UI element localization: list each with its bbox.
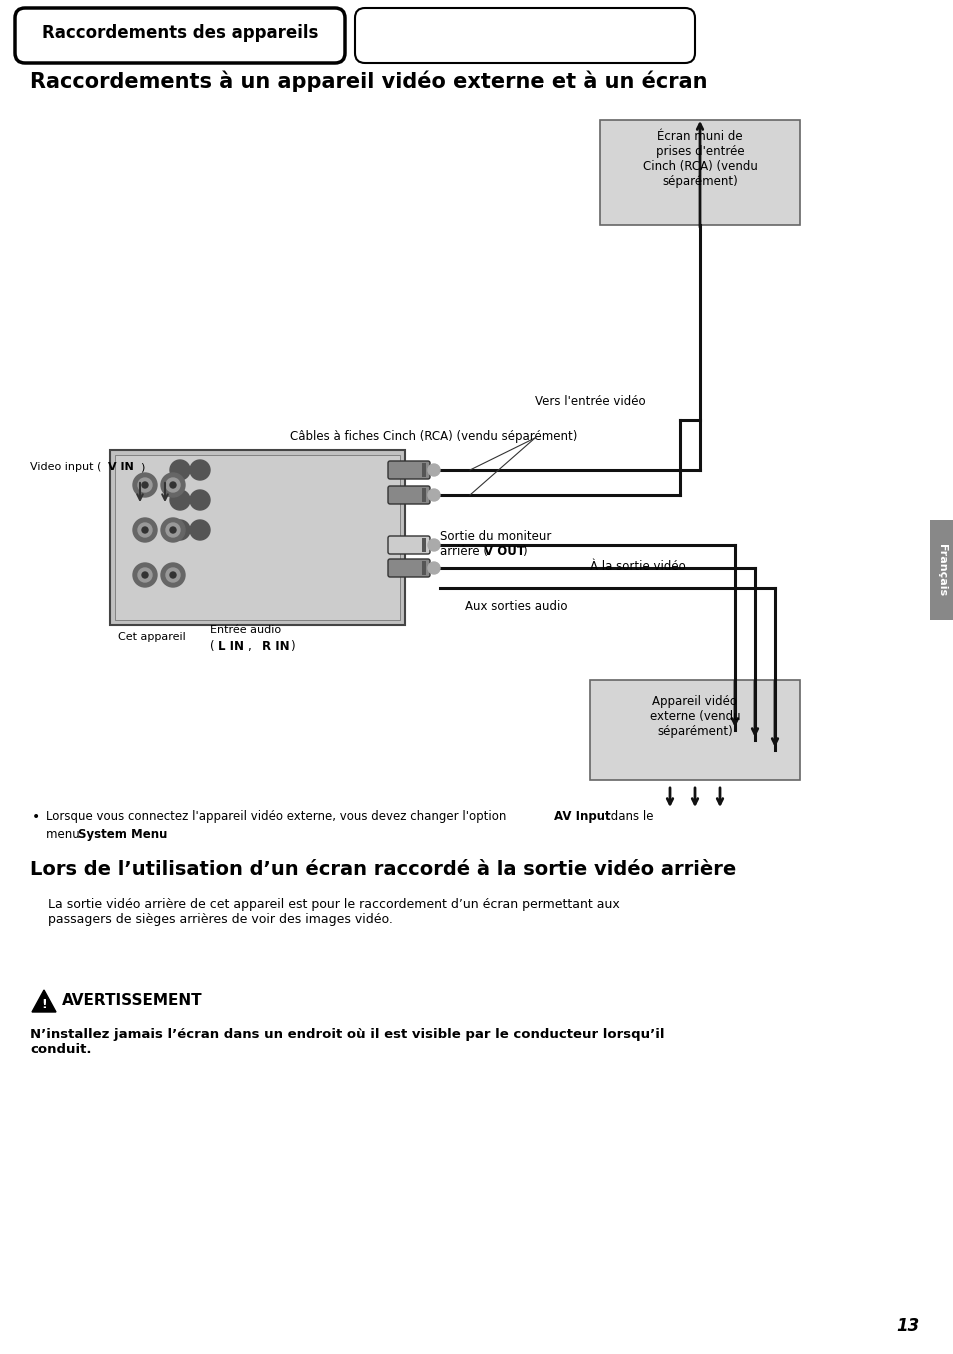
Text: AV Input: AV Input bbox=[554, 810, 610, 823]
Text: Français: Français bbox=[936, 544, 946, 596]
Text: La sortie vidéo arrière de cet appareil est pour le raccordement d’un écran perm: La sortie vidéo arrière de cet appareil … bbox=[48, 898, 619, 926]
Text: 13: 13 bbox=[896, 1317, 919, 1335]
Circle shape bbox=[132, 519, 157, 542]
Circle shape bbox=[428, 464, 439, 477]
Text: arrière (: arrière ( bbox=[439, 546, 488, 558]
Circle shape bbox=[132, 563, 157, 588]
FancyBboxPatch shape bbox=[15, 8, 345, 64]
Bar bbox=[929, 520, 953, 620]
Text: !: ! bbox=[41, 998, 47, 1010]
Text: Câbles à fiches Cinch (RCA) (vendu séparément): Câbles à fiches Cinch (RCA) (vendu sépar… bbox=[290, 431, 577, 443]
Text: Raccordements à un appareil vidéo externe et à un écran: Raccordements à un appareil vidéo extern… bbox=[30, 70, 707, 92]
Circle shape bbox=[190, 460, 210, 481]
Bar bbox=[110, 450, 405, 626]
Text: dans le: dans le bbox=[606, 810, 653, 823]
Text: Vers l'entrée vidéo: Vers l'entrée vidéo bbox=[535, 395, 645, 408]
Circle shape bbox=[170, 460, 190, 481]
Circle shape bbox=[428, 562, 439, 574]
Text: R IN: R IN bbox=[262, 640, 290, 653]
Text: Entrée audio: Entrée audio bbox=[210, 626, 281, 635]
Text: Sortie du moniteur: Sortie du moniteur bbox=[439, 529, 551, 543]
Circle shape bbox=[170, 527, 175, 533]
Circle shape bbox=[161, 519, 185, 542]
Text: ,: , bbox=[248, 640, 255, 653]
Circle shape bbox=[190, 520, 210, 540]
Text: Appareil vidéo
externe (vendu
séparément): Appareil vidéo externe (vendu séparément… bbox=[649, 695, 740, 738]
Circle shape bbox=[161, 473, 185, 497]
Text: .: . bbox=[162, 829, 166, 841]
Text: Cet appareil: Cet appareil bbox=[118, 632, 186, 642]
Circle shape bbox=[428, 539, 439, 551]
Circle shape bbox=[138, 478, 152, 492]
Text: (: ( bbox=[210, 640, 214, 653]
Circle shape bbox=[170, 520, 190, 540]
Circle shape bbox=[166, 478, 180, 492]
Circle shape bbox=[142, 482, 148, 487]
Circle shape bbox=[170, 482, 175, 487]
Text: Lorsque vous connectez l'appareil vidéo externe, vous devez changer l'option: Lorsque vous connectez l'appareil vidéo … bbox=[46, 810, 510, 823]
Text: L IN: L IN bbox=[218, 640, 244, 653]
Circle shape bbox=[132, 473, 157, 497]
Text: N’installez jamais l’écran dans un endroit où il est visible par le conducteur l: N’installez jamais l’écran dans un endro… bbox=[30, 1028, 664, 1056]
Text: ): ) bbox=[290, 640, 294, 653]
Polygon shape bbox=[32, 990, 56, 1011]
Circle shape bbox=[161, 563, 185, 588]
Text: Raccordements des appareils: Raccordements des appareils bbox=[42, 24, 318, 42]
Text: Lors de l’utilisation d’un écran raccordé à la sortie vidéo arrière: Lors de l’utilisation d’un écran raccord… bbox=[30, 860, 736, 879]
FancyBboxPatch shape bbox=[355, 8, 695, 64]
Bar bbox=[421, 538, 426, 552]
Bar bbox=[115, 455, 399, 620]
Text: V IN: V IN bbox=[108, 462, 133, 473]
Text: AVERTISSEMENT: AVERTISSEMENT bbox=[62, 992, 202, 1007]
Text: V OUT: V OUT bbox=[483, 546, 524, 558]
FancyBboxPatch shape bbox=[388, 486, 430, 504]
Bar bbox=[599, 121, 800, 225]
Circle shape bbox=[142, 527, 148, 533]
Circle shape bbox=[166, 523, 180, 538]
Text: ): ) bbox=[521, 546, 526, 558]
Circle shape bbox=[428, 489, 439, 501]
Text: À la sortie vidéo: À la sortie vidéo bbox=[589, 561, 685, 573]
Text: menu: menu bbox=[46, 829, 84, 841]
Circle shape bbox=[170, 490, 190, 510]
Circle shape bbox=[170, 571, 175, 578]
Circle shape bbox=[142, 571, 148, 578]
Text: Video input (: Video input ( bbox=[30, 462, 101, 473]
Circle shape bbox=[138, 523, 152, 538]
Text: ): ) bbox=[140, 462, 144, 473]
Bar bbox=[421, 463, 426, 477]
Circle shape bbox=[190, 490, 210, 510]
Text: Écran muni de
prises d'entrée
Cinch (RCA) (vendu
séparément): Écran muni de prises d'entrée Cinch (RCA… bbox=[642, 130, 757, 188]
Bar bbox=[421, 487, 426, 502]
Text: System Menu: System Menu bbox=[78, 829, 167, 841]
Circle shape bbox=[166, 567, 180, 582]
Text: •: • bbox=[32, 810, 40, 825]
Text: Aux sorties audio: Aux sorties audio bbox=[464, 600, 567, 613]
Circle shape bbox=[138, 567, 152, 582]
FancyBboxPatch shape bbox=[388, 559, 430, 577]
Bar bbox=[589, 680, 800, 780]
Bar bbox=[421, 561, 426, 575]
FancyBboxPatch shape bbox=[388, 536, 430, 554]
FancyBboxPatch shape bbox=[388, 460, 430, 479]
